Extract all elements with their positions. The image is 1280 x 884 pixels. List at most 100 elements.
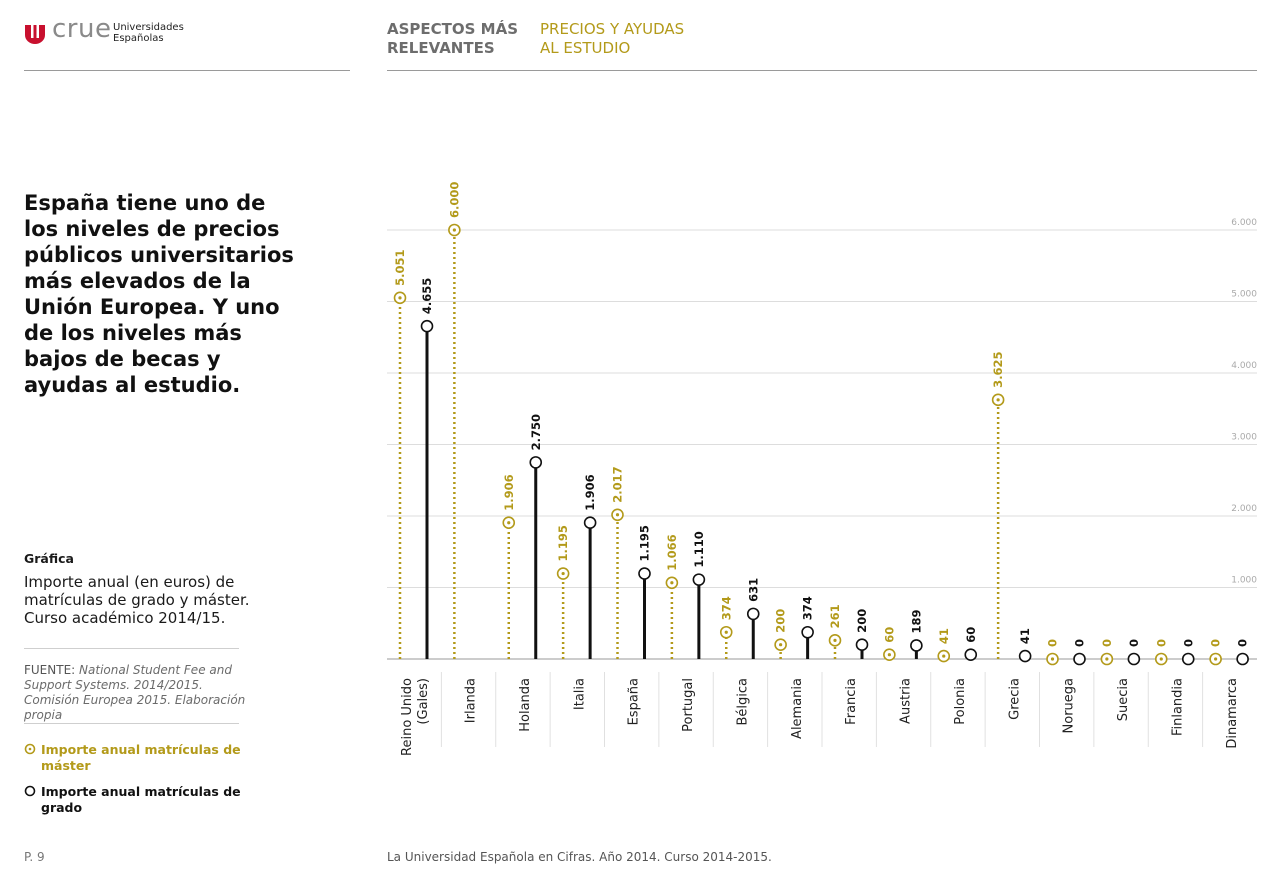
master-value-label: 6.000: [447, 182, 461, 218]
category-label: Dinamarca: [1225, 678, 1240, 749]
y-tick-label: 6.000: [1231, 218, 1257, 228]
master-point-center: [1214, 657, 1218, 661]
nav-subsection: PRECIOS Y AYUDAS AL ESTUDIO: [540, 20, 685, 57]
grado-value-label: 1.906: [583, 474, 597, 510]
header-divider-right: [387, 70, 1257, 71]
source-divider-top: [24, 648, 239, 649]
grado-value-label: 0: [1127, 639, 1141, 647]
master-point-center: [670, 581, 674, 585]
master-value-label: 60: [882, 627, 896, 643]
footer-text: La Universidad Española en Cifras. Año 2…: [387, 850, 772, 864]
grado-value-label: 0: [1073, 639, 1087, 647]
grado-value-label: 2.750: [529, 414, 543, 450]
master-value-label: 0: [1209, 639, 1223, 647]
grado-point: [1181, 652, 1195, 666]
master-point-center: [398, 296, 402, 300]
caption-text: Importe anual (en euros) de matrículas d…: [24, 573, 250, 627]
grado-value-label: 1.195: [638, 525, 652, 561]
legend-master-label: Importe anual matrículas de máster: [41, 742, 241, 773]
source-text: National Student Fee and Support Systems…: [24, 663, 246, 722]
grado-point: [910, 639, 923, 652]
nav-section: ASPECTOS MÁS RELEVANTES: [387, 20, 519, 57]
category-label: Portugal: [681, 678, 696, 732]
master-point-center: [615, 513, 620, 517]
logo-subtitle-line1: Universidades: [113, 22, 184, 33]
master-point-center: [1105, 657, 1109, 661]
grado-point: [692, 573, 706, 586]
master-point-center: [996, 398, 1000, 402]
grado-value-label: 41: [1018, 628, 1032, 644]
crue-logo-icon: [25, 25, 45, 44]
grado-point: [1018, 649, 1032, 663]
grado-value-label: 189: [909, 609, 923, 633]
grado-value-label: 631: [746, 578, 760, 602]
grado-value-label: 0: [1236, 639, 1250, 647]
master-point-center: [452, 228, 456, 232]
y-tick-label: 2.000: [1231, 504, 1257, 514]
master-value-label: 1.195: [556, 525, 570, 561]
grado-point: [583, 516, 597, 530]
category-label: Italia: [572, 678, 587, 710]
category-label: Bélgica: [735, 678, 750, 726]
grado-value-label: 374: [801, 596, 815, 620]
grado-point: [638, 567, 651, 580]
grado-point: [1127, 652, 1141, 666]
category-label: Francia: [844, 678, 859, 725]
grado-value-label: 4.655: [420, 278, 434, 314]
category-label: Noruega: [1062, 678, 1077, 733]
master-point-center: [1050, 657, 1055, 661]
master-value-label: 200: [774, 609, 788, 633]
master-point-center: [507, 521, 511, 525]
master-point-center: [1159, 657, 1163, 661]
master-value-label: 3.625: [991, 351, 1005, 387]
master-point-center: [887, 653, 891, 657]
grado-value-label: 1.110: [692, 531, 706, 567]
grado-point: [801, 625, 814, 639]
grado-point: [964, 648, 978, 662]
source-note: FUENTE: National Student Fee and Support…: [24, 663, 254, 723]
category-label: Austria: [899, 678, 914, 724]
master-value-label: 261: [828, 604, 842, 628]
category-label: Grecia: [1007, 678, 1022, 720]
category-label: Suecia: [1116, 678, 1131, 721]
caption-title: Gráfica: [24, 551, 74, 566]
y-tick-label: 1.000: [1231, 576, 1257, 586]
logo-wordmark: crue: [52, 14, 112, 44]
logo-subtitle: Universidades Españolas: [113, 22, 184, 44]
page-number: P. 9: [24, 850, 45, 864]
master-value-label: 2.017: [611, 466, 625, 502]
master-legend-icon: [24, 743, 36, 755]
master-point-center: [833, 638, 837, 642]
master-value-label: 5.051: [393, 249, 407, 285]
category-label: Alemania: [790, 678, 805, 739]
y-tick-label: 4.000: [1231, 361, 1257, 371]
grado-point: [746, 607, 760, 621]
grado-value-label: 200: [855, 609, 869, 633]
source-divider-bottom: [24, 723, 239, 724]
master-value-label: 41: [937, 628, 951, 644]
master-value-label: 374: [719, 596, 733, 620]
category-label: Irlanda: [464, 678, 479, 723]
master-value-label: 0: [1046, 639, 1060, 647]
grado-point: [420, 319, 434, 333]
category-label: Finlandia: [1170, 678, 1185, 736]
y-tick-label: 3.000: [1231, 433, 1257, 443]
master-point-center: [779, 643, 783, 647]
grado-point: [1236, 652, 1249, 666]
legend-grado-label: Importe anual matrículas de grado: [41, 784, 241, 815]
headline: España tiene uno de los niveles de preci…: [24, 191, 294, 397]
grado-value-label: 60: [964, 627, 978, 643]
category-label: Holanda: [518, 678, 533, 732]
master-point-center: [942, 654, 946, 658]
logo-subtitle-line2: Españolas: [113, 33, 164, 44]
master-point-center: [724, 630, 728, 634]
source-label: FUENTE:: [24, 663, 76, 677]
y-tick-label: 5.000: [1231, 290, 1257, 300]
grado-point: [1073, 652, 1086, 666]
grado-value-label: 0: [1181, 639, 1195, 647]
category-label: Polonia: [953, 678, 968, 725]
master-value-label: 0: [1100, 639, 1114, 647]
master-value-label: 1.066: [665, 534, 679, 570]
category-label: España: [627, 678, 642, 725]
